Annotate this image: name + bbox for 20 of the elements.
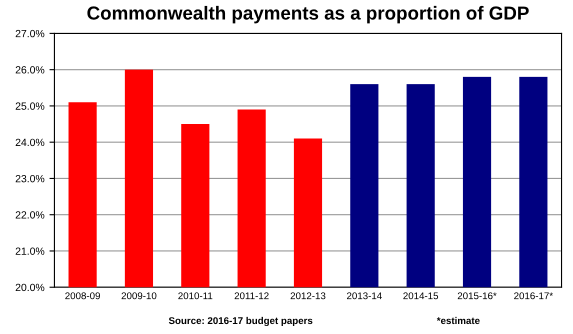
- y-tick-label: 22.0%: [16, 211, 44, 219]
- y-tick-label: 25.0%: [16, 102, 44, 110]
- y-tick-label: 20.0%: [16, 284, 44, 292]
- chart-title: Commonwealth payments as a proportion of GDP: [87, 6, 529, 24]
- x-tick-label: 2013-14: [346, 292, 382, 300]
- text: *estimate: [436, 316, 480, 324]
- y-tick-label: 27.0%: [16, 30, 44, 38]
- y-tick-label: 26.0%: [16, 66, 44, 74]
- x-tick-label: 2014-15: [403, 292, 438, 300]
- x-tick-label: 2011-12: [234, 292, 269, 300]
- y-tick-label: 21.0%: [16, 247, 44, 255]
- y-tick-label: 24.0%: [16, 138, 44, 146]
- x-tick-label: 2016-17*: [514, 292, 553, 300]
- x-tick-label: 2008-09: [65, 292, 100, 300]
- x-tick-label: 2015-16*: [458, 292, 497, 300]
- source-note: Source: 2016-17 budget papers: [168, 316, 312, 326]
- x-tick-label: 2012-13: [290, 292, 326, 300]
- x-tick-label: 2009-10: [122, 292, 156, 300]
- y-tick-label: 23.0%: [16, 174, 44, 182]
- x-tick-label: 2010-11: [178, 292, 212, 300]
